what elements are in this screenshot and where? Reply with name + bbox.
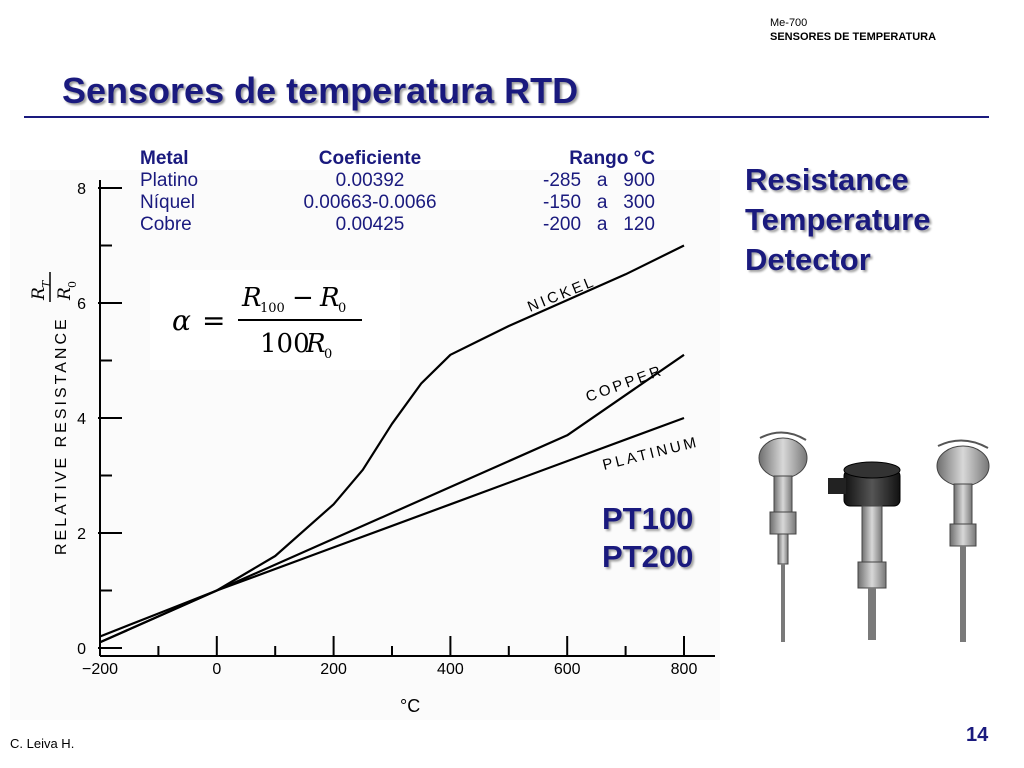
y-tick-label: 4 [77,411,86,428]
rtd-side-title: Resistance Temperature Detector [745,160,931,280]
cell-coef: 0.00392 [335,170,405,191]
author-footer: C. Leiva H. [10,736,75,751]
pt200-label: PT200 [602,539,694,574]
y-tick-label: 2 [77,526,86,543]
table-row: Platino 0.00392 -285 a 900 [140,170,655,192]
rtd-sensor-photo-2 [828,461,901,640]
y-axis-title: RELATIVE RESISTANCE [53,316,70,555]
cell-range: -150 a 300 [543,192,655,213]
cell-metal: Níquel [140,192,195,213]
cell-metal: Cobre [140,214,192,235]
y-tick-label: 6 [77,296,86,313]
title-underline [24,116,989,118]
pt-labels: PT100 PT200 [602,500,693,576]
pt100-label: PT100 [602,501,694,536]
rtd-sensor-photo-1 [758,431,808,642]
course-name: SENSORES DE TEMPERATURA [770,31,937,43]
cell-coef: 0.00663-0.0066 [303,192,437,213]
formula-r0-sub: 0 [338,301,346,316]
side-title-line: Temperature [745,202,931,237]
formula-denominator-sub: 0 [324,347,332,362]
formula-denominator: 100 [260,329,310,359]
slide-title: Sensores de temperatura RTD [62,70,579,111]
alpha-formula: α = R 100 − R 0 100 R 0 [150,270,400,370]
formula-equals: = [202,304,225,337]
alpha-formula-svg: α = R 100 − R 0 100 R 0 [172,283,362,362]
page-number: 14 [966,724,989,746]
x-axis-title: °C [400,696,420,716]
x-tick-label: 200 [320,661,347,678]
ratio-numerator-sub: T [40,279,53,288]
chart-background [10,170,720,720]
header-metal: Metal [140,148,189,169]
course-header: Me-700 SENSORES DE TEMPERATURA [770,16,936,44]
header-coeficiente: Coeficiente [318,148,422,169]
cell-range: -285 a 900 [543,170,655,191]
ratio-numerator: R [29,287,49,301]
series-line-nickel [99,244,685,638]
course-code: Me-700 [770,17,808,29]
y-tick-label: 8 [77,181,86,198]
table-row: Cobre 0.00425 -200 a 120 [140,214,655,236]
cell-range: -200 a 120 [543,214,655,235]
metals-table: Metal Coeficiente Rango °C Platino 0.003… [140,148,655,236]
formula-r0: R [319,283,340,313]
formula-denominator-r: R [305,329,326,359]
rtd-sensor-photo-3 [936,439,990,642]
x-tick-label: −200 [82,661,118,678]
formula-minus: − [292,283,314,313]
x-tick-label: 600 [554,661,581,678]
rtd-sensor-photos [758,431,990,642]
metals-table-header: Metal Coeficiente Rango °C [140,148,655,170]
x-tick-label: 400 [437,661,464,678]
y-tick-label: 0 [77,641,86,658]
cell-coef: 0.00425 [335,214,405,235]
table-row: Níquel 0.00663-0.0066 -150 a 300 [140,192,655,214]
formula-alpha: α [172,304,191,337]
header-rango: Rango °C [569,148,655,169]
formula-r100-sub: 100 [260,301,285,316]
side-title-line: Resistance [745,162,909,197]
side-title-line: Detector [745,242,871,277]
x-tick-label: 800 [671,661,698,678]
ratio-denominator-sub: 0 [66,281,79,288]
series-line-platinum [99,416,685,644]
formula-r100: R [241,283,262,313]
x-tick-label: 0 [212,661,221,678]
ratio-denominator: R [55,287,75,301]
cell-metal: Platino [140,170,199,191]
